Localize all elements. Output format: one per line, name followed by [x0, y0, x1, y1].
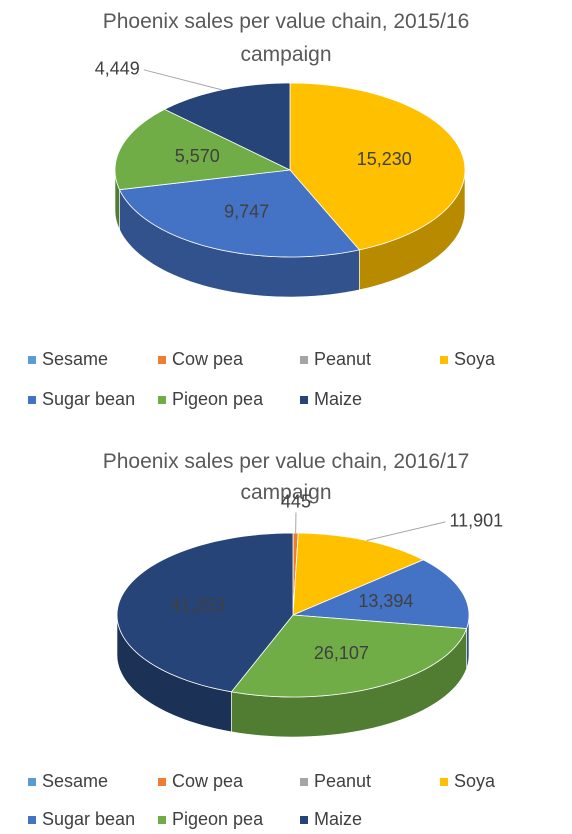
legend-label: Maize [314, 389, 362, 409]
leader-line [143, 69, 223, 91]
legend-label: Cow pea [172, 771, 244, 791]
legend-swatch [158, 778, 166, 786]
legend-swatch [300, 396, 308, 404]
legend-label: Sugar bean [42, 809, 135, 829]
chart-title: Phoenix sales per value chain, 2015/16 ca… [103, 10, 470, 66]
legend-label: Sugar bean [42, 389, 135, 409]
legend-label: Peanut [314, 771, 371, 791]
data-label: 445 [281, 491, 311, 511]
legend-label: Pigeon pea [172, 389, 264, 409]
legend-swatch [158, 396, 166, 404]
legend-swatch [28, 396, 36, 404]
title-line: Phoenix sales per value chain, 2015/16 [103, 10, 470, 33]
slice [114, 108, 292, 191]
legend-label: Sesame [42, 349, 108, 369]
slice [163, 82, 291, 171]
legend-swatch [28, 778, 36, 786]
slice [118, 169, 361, 258]
data-label: 9,747 [224, 201, 269, 221]
legend-label: Soya [454, 349, 496, 369]
legend-label: Peanut [314, 349, 371, 369]
data-label: 26,107 [314, 643, 369, 663]
slice [289, 82, 466, 251]
legend-swatch [28, 816, 36, 824]
legend-swatch [440, 778, 448, 786]
slice [116, 532, 294, 693]
data-label: 4,449 [95, 59, 140, 79]
data-label: 41,253 [170, 596, 225, 616]
legend-label: Pigeon pea [172, 809, 264, 829]
data-label: 11,901 [449, 511, 503, 531]
legend-label: Soya [454, 771, 496, 791]
legend-label: Maize [314, 809, 362, 829]
title-line: campaign [240, 481, 331, 504]
leader-line [366, 521, 446, 542]
legend-label: Cow pea [172, 349, 244, 369]
slice [230, 614, 468, 698]
legend-swatch [440, 356, 448, 364]
legend-label: Sesame [42, 771, 108, 791]
legend-swatch [300, 778, 308, 786]
slice [292, 559, 470, 630]
data-label: 15,230 [357, 149, 412, 169]
data-label: 5,570 [175, 146, 220, 166]
data-label: 13,394 [358, 591, 413, 611]
title-line: Phoenix sales per value chain, 2016/17 [103, 450, 470, 473]
legend-swatch [300, 356, 308, 364]
legend-swatch [158, 356, 166, 364]
legend-swatch [300, 816, 308, 824]
title-line: campaign [240, 43, 331, 66]
legend-swatch [28, 356, 36, 364]
chart-title: Phoenix sales per value chain, 2016/17 ca… [103, 450, 470, 504]
legend-swatch [158, 816, 166, 824]
